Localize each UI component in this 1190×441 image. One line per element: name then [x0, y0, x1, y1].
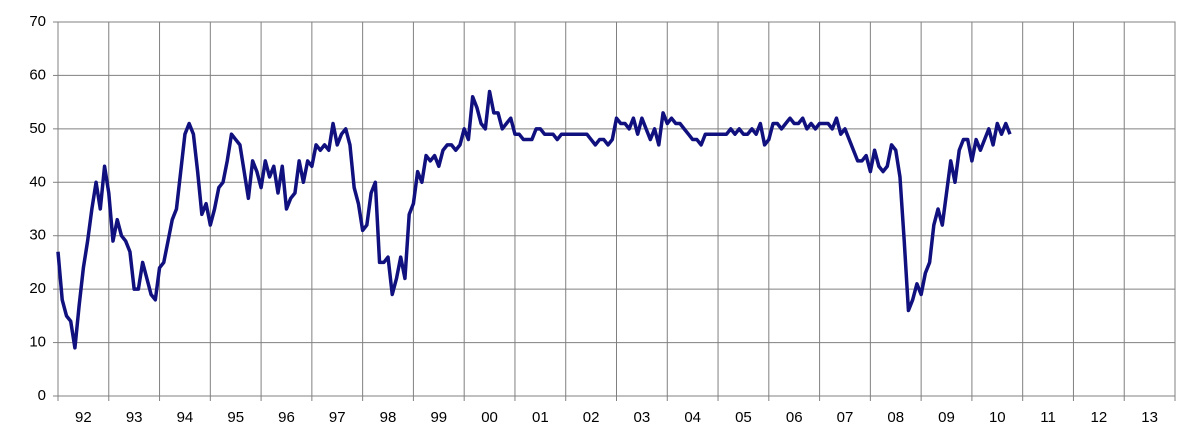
data-line	[56, 89, 1012, 350]
x-tick-label: 02	[583, 409, 600, 426]
y-tick-label: 70	[29, 13, 46, 30]
y-tick-label: 10	[29, 334, 46, 351]
y-tick-label: 40	[29, 173, 46, 190]
x-tick-label: 01	[532, 409, 549, 426]
x-tick-label: 95	[227, 409, 244, 426]
x-tick-label: 07	[837, 409, 854, 426]
x-tick-label: 13	[1141, 409, 1158, 426]
x-tick-label: 92	[75, 409, 92, 426]
x-tick-label: 98	[380, 409, 397, 426]
x-tick-label: 97	[329, 409, 346, 426]
x-tick-label: 09	[938, 409, 955, 426]
y-tick-label: 0	[38, 387, 46, 404]
y-tick-label: 20	[29, 280, 46, 297]
x-tick-label: 11	[1040, 409, 1056, 426]
x-tick-label: 03	[634, 409, 651, 426]
x-tick-label: 05	[735, 409, 752, 426]
y-tick-label: 60	[29, 66, 46, 83]
x-tick-label: 94	[177, 409, 194, 426]
x-tick-label: 00	[481, 409, 498, 426]
x-tick-label: 08	[887, 409, 904, 426]
x-tick-label: 96	[278, 409, 295, 426]
y-tick-label: 30	[29, 227, 46, 244]
x-tick-label: 04	[684, 409, 701, 426]
x-tick-label: 93	[126, 409, 143, 426]
y-tick-label: 50	[29, 120, 46, 137]
x-tick-label: 06	[786, 409, 803, 426]
x-tick-label: 12	[1090, 409, 1107, 426]
x-tick-label: 10	[989, 409, 1006, 426]
x-tick-label: 99	[430, 409, 447, 426]
